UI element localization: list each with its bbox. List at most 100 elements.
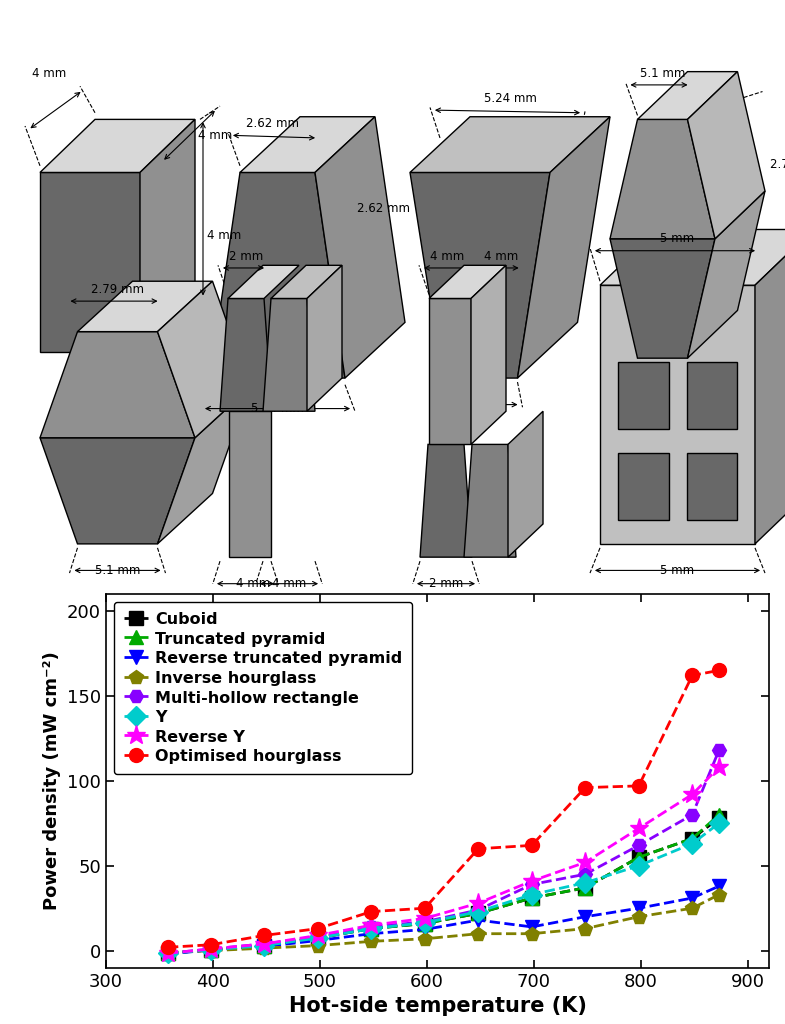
Cuboid — [420, 918, 429, 930]
Reverse truncated pyramid — [634, 902, 644, 914]
Y — [634, 859, 644, 871]
Text: 2.62 mm: 2.62 mm — [246, 117, 299, 130]
Text: 5.24 mm: 5.24 mm — [251, 402, 304, 415]
Text: 5.1 mm: 5.1 mm — [95, 564, 141, 577]
Text: 2.79 mm: 2.79 mm — [91, 283, 144, 296]
Inverse hourglass — [688, 902, 697, 914]
Reverse truncated pyramid — [313, 934, 323, 946]
Cuboid — [634, 851, 644, 863]
Reverse Y — [581, 856, 590, 868]
Reverse Y — [714, 761, 724, 773]
Truncated pyramid — [714, 809, 724, 821]
Multi-hollow rectangle — [260, 938, 269, 950]
Truncated pyramid — [420, 918, 429, 930]
Reverse truncated pyramid — [688, 892, 697, 904]
Multi-hollow rectangle — [313, 931, 323, 943]
Line: Inverse hourglass: Inverse hourglass — [161, 888, 726, 959]
Reverse truncated pyramid — [581, 910, 590, 923]
X-axis label: Hot-side temperature (K): Hot-side temperature (K) — [289, 996, 586, 1016]
Inverse hourglass — [206, 944, 216, 956]
Y — [714, 817, 724, 829]
Polygon shape — [307, 265, 342, 412]
Reverse Y — [367, 920, 376, 932]
Polygon shape — [688, 191, 765, 358]
Text: 5 mm: 5 mm — [660, 232, 695, 246]
Multi-hollow rectangle — [688, 809, 697, 821]
Cuboid — [163, 947, 173, 959]
Polygon shape — [464, 444, 516, 557]
Polygon shape — [687, 453, 737, 520]
Text: 5 mm: 5 mm — [660, 564, 695, 577]
Polygon shape — [410, 172, 550, 378]
Inverse hourglass — [634, 910, 644, 923]
Inverse hourglass — [581, 923, 590, 935]
Polygon shape — [40, 172, 140, 351]
Multi-hollow rectangle — [634, 840, 644, 852]
Truncated pyramid — [634, 851, 644, 863]
Polygon shape — [420, 444, 472, 557]
Reverse Y — [634, 822, 644, 835]
Y — [367, 923, 376, 935]
Polygon shape — [158, 387, 250, 544]
Reverse truncated pyramid — [420, 924, 429, 936]
Text: 4 mm: 4 mm — [484, 250, 518, 262]
Reverse truncated pyramid — [367, 928, 376, 940]
Multi-hollow rectangle — [163, 947, 173, 959]
Line: Multi-hollow rectangle: Multi-hollow rectangle — [161, 743, 726, 961]
Cuboid — [714, 812, 724, 824]
Reverse truncated pyramid — [473, 914, 483, 927]
Polygon shape — [600, 286, 755, 544]
Reverse Y — [473, 897, 483, 909]
Cuboid — [473, 907, 483, 920]
Line: Reverse truncated pyramid: Reverse truncated pyramid — [161, 880, 726, 962]
Reverse truncated pyramid — [260, 940, 269, 952]
Optimised hourglass — [206, 939, 216, 951]
Reverse Y — [163, 947, 173, 959]
Text: 2.62 mm: 2.62 mm — [454, 398, 506, 411]
Y — [313, 932, 323, 944]
Y-axis label: Power density (mW cm⁻²): Power density (mW cm⁻²) — [43, 651, 61, 910]
Optimised hourglass — [634, 779, 644, 792]
Polygon shape — [688, 72, 765, 239]
Polygon shape — [78, 282, 213, 332]
Inverse hourglass — [420, 933, 429, 945]
Inverse hourglass — [473, 928, 483, 940]
Truncated pyramid — [581, 882, 590, 894]
Optimised hourglass — [714, 665, 724, 677]
Inverse hourglass — [260, 942, 269, 954]
Truncated pyramid — [367, 923, 376, 935]
Text: 4 mm: 4 mm — [198, 129, 232, 141]
Multi-hollow rectangle — [473, 904, 483, 916]
Polygon shape — [220, 298, 272, 412]
Cuboid — [313, 932, 323, 944]
Reverse truncated pyramid — [163, 948, 173, 961]
Line: Truncated pyramid: Truncated pyramid — [161, 808, 726, 961]
Polygon shape — [600, 229, 785, 286]
Multi-hollow rectangle — [714, 744, 724, 757]
Inverse hourglass — [367, 935, 376, 947]
Polygon shape — [40, 332, 195, 438]
Reverse Y — [688, 788, 697, 801]
Truncated pyramid — [163, 947, 173, 959]
Text: 4 mm: 4 mm — [207, 229, 241, 242]
Text: 4 mm: 4 mm — [236, 578, 270, 590]
Text: 4 mm: 4 mm — [430, 250, 464, 262]
Polygon shape — [517, 117, 610, 378]
Polygon shape — [40, 438, 195, 544]
Polygon shape — [755, 229, 785, 544]
Text: 5.1 mm: 5.1 mm — [640, 67, 685, 80]
Polygon shape — [140, 120, 195, 351]
Polygon shape — [429, 298, 471, 444]
Optimised hourglass — [527, 840, 536, 852]
Reverse truncated pyramid — [206, 944, 216, 956]
Y — [473, 905, 483, 918]
Text: 2.62 mm: 2.62 mm — [357, 202, 410, 215]
Line: Reverse Y: Reverse Y — [159, 758, 728, 963]
Text: 4 mm: 4 mm — [32, 67, 67, 80]
Multi-hollow rectangle — [581, 868, 590, 881]
Line: Cuboid: Cuboid — [161, 811, 726, 961]
Y — [420, 916, 429, 929]
Polygon shape — [637, 72, 737, 120]
Polygon shape — [618, 453, 669, 520]
Y — [260, 939, 269, 951]
